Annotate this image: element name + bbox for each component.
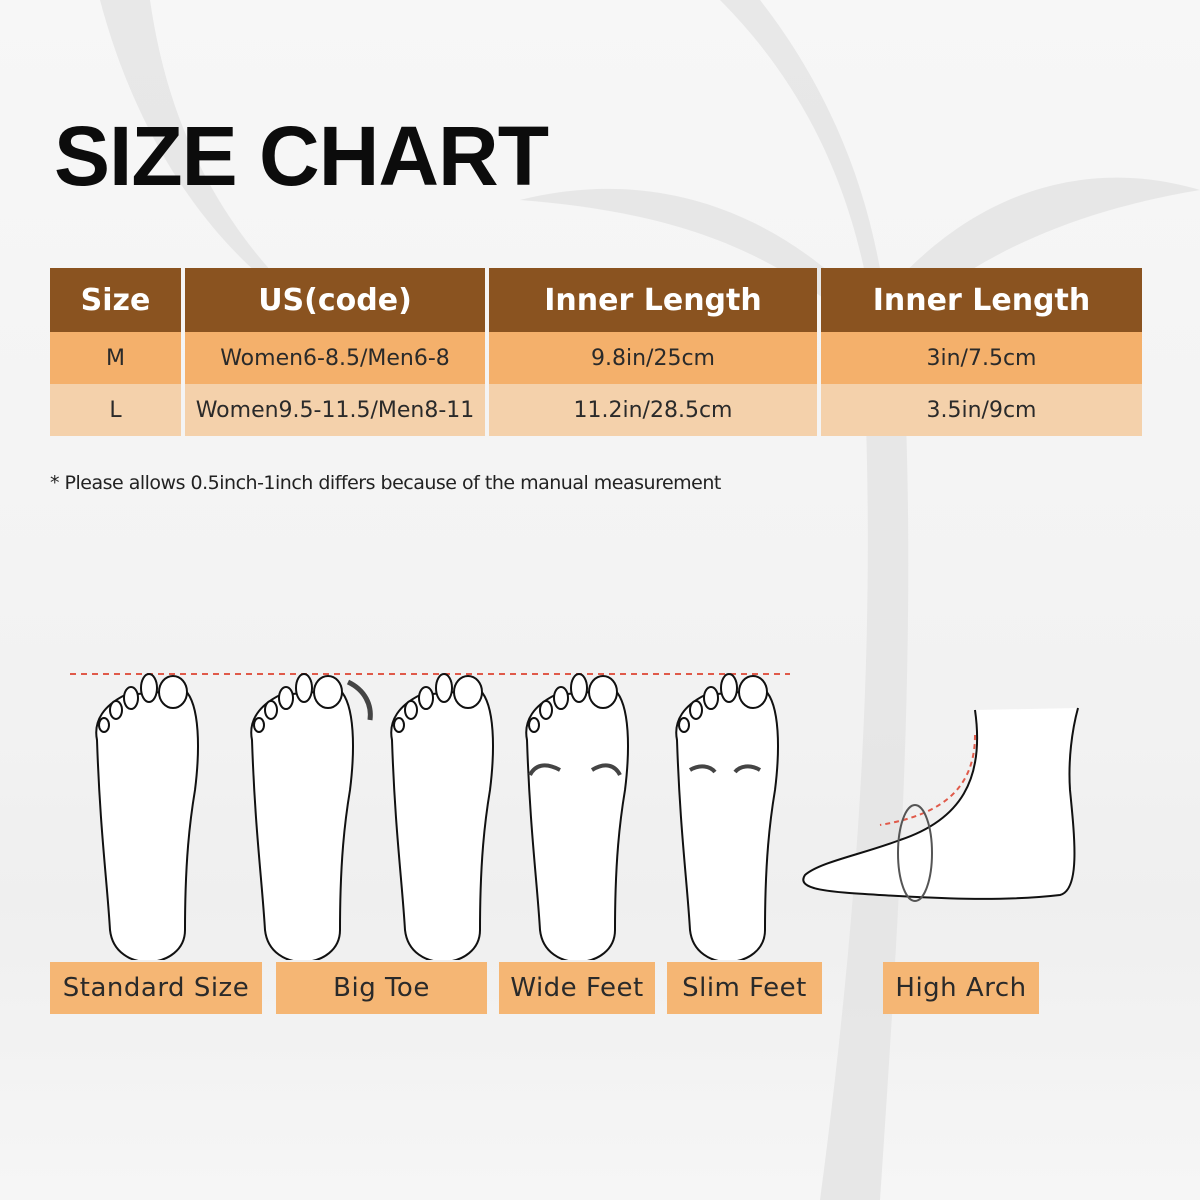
header-inner-length: Inner Length xyxy=(489,268,817,332)
cell-inner-length-2: 3in/7.5cm xyxy=(821,332,1142,384)
size-table: Size US(code) Inner Length Inner Length … xyxy=(46,268,1146,436)
label-high-arch: High Arch xyxy=(883,962,1039,1014)
cell-size: L xyxy=(50,384,181,436)
table-header-row: Size US(code) Inner Length Inner Length xyxy=(50,268,1142,332)
table-row: L Women9.5-11.5/Men8-11 11.2in/28.5cm 3.… xyxy=(50,384,1142,436)
high-arch-foot-icon xyxy=(802,707,1079,902)
label-wide-feet: Wide Feet xyxy=(499,962,655,1014)
cell-us-code: Women6-8.5/Men6-8 xyxy=(185,332,485,384)
header-inner-length-2: Inner Length xyxy=(821,268,1142,332)
standard-foot-icon xyxy=(95,673,199,960)
foot-illustrations xyxy=(70,673,1079,960)
cell-inner-length: 9.8in/25cm xyxy=(489,332,817,384)
slim-foot-icon xyxy=(675,673,779,960)
label-standard-size: Standard Size xyxy=(50,962,262,1014)
measurement-note: * Please allows 0.5inch-1inch differs be… xyxy=(50,472,721,494)
cell-inner-length: 11.2in/28.5cm xyxy=(489,384,817,436)
header-size: Size xyxy=(50,268,181,332)
big-toe-foot-icon xyxy=(250,673,373,960)
table-row: M Women6-8.5/Men6-8 9.8in/25cm 3in/7.5cm xyxy=(50,332,1142,384)
label-slim-feet: Slim Feet xyxy=(667,962,822,1014)
page-title: SIZE CHART xyxy=(54,109,549,203)
wide-arrows-icon xyxy=(525,673,629,960)
cell-inner-length-2: 3.5in/9cm xyxy=(821,384,1142,436)
label-big-toe: Big Toe xyxy=(276,962,487,1014)
header-us-code: US(code) xyxy=(185,268,485,332)
cell-us-code: Women9.5-11.5/Men8-11 xyxy=(185,384,485,436)
cell-size: M xyxy=(50,332,181,384)
wide-foot-icon xyxy=(390,673,494,960)
